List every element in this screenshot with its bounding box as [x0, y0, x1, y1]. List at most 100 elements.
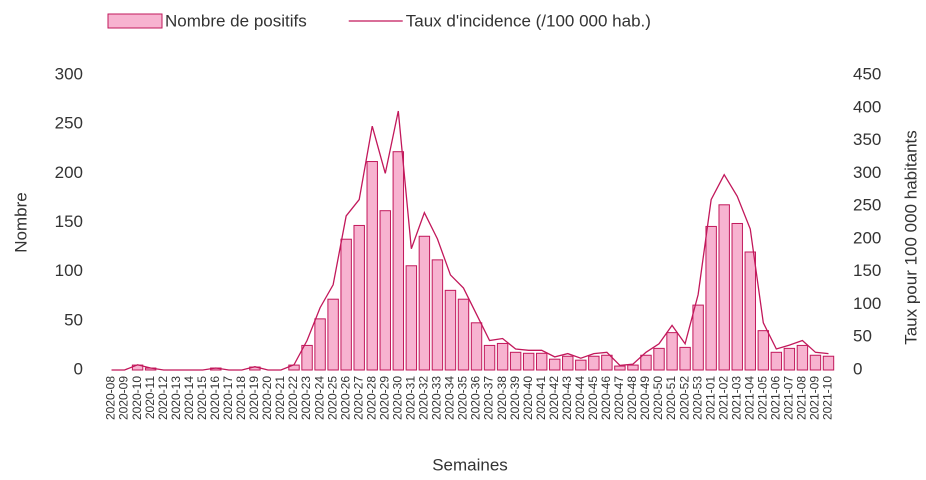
y2-tick-label: 0 [853, 359, 862, 378]
x-tick-label: 2020-46 [599, 376, 613, 420]
bar [418, 235, 431, 371]
x-tick-label: 2020-08 [104, 376, 118, 420]
x-tick-label: 2020-12 [156, 376, 170, 420]
bar [562, 355, 574, 371]
x-tick-label: 2021-07 [782, 376, 796, 420]
bar [757, 330, 770, 371]
bar [666, 332, 678, 371]
bar [327, 298, 339, 371]
x-tick-label: 2020-23 [299, 376, 313, 420]
x-tick-label: 2020-31 [404, 376, 418, 420]
x-tick-label: 2020-35 [456, 376, 470, 420]
bar [522, 352, 535, 371]
bar [731, 222, 743, 371]
bar [431, 259, 444, 371]
bar [405, 265, 418, 371]
x-tick-label: 2020-43 [560, 376, 574, 420]
x-tick-label: 2020-19 [247, 376, 261, 420]
legend-swatch [107, 13, 163, 29]
bar [627, 364, 639, 371]
bar [457, 298, 470, 371]
x-tick-label: 2020-20 [260, 376, 274, 420]
x-tick-label: 2021-02 [716, 376, 730, 420]
bar [314, 318, 326, 371]
x-tick-label: 2020-22 [286, 376, 300, 420]
bar [444, 289, 457, 371]
x-tick-label: 2021-01 [703, 376, 717, 420]
x-tick-label: 2020-18 [234, 376, 248, 420]
x-tick-label: 2020-33 [430, 376, 444, 420]
bar [483, 344, 496, 371]
bar [705, 225, 717, 371]
x-tick-label: 2021-06 [769, 376, 783, 420]
bar [640, 354, 652, 371]
x-tick-label: 2020-28 [364, 376, 378, 420]
x-tick-label: 2020-11 [143, 376, 157, 419]
x-tick-label: 2020-42 [547, 376, 561, 420]
bar [692, 304, 704, 371]
bar [796, 344, 809, 371]
bar [601, 354, 613, 371]
y2-tick-label: 250 [853, 196, 881, 215]
bar [535, 352, 548, 371]
bar [588, 355, 600, 371]
y2-tick-label: 200 [853, 228, 881, 247]
y2-tick-label: 300 [853, 163, 881, 182]
x-tick-label: 2020-10 [130, 376, 144, 420]
y2-tick-label: 350 [853, 130, 881, 149]
x-tick-label: 2020-21 [273, 376, 287, 420]
bar [653, 347, 665, 371]
y2-tick-label: 400 [853, 97, 881, 116]
x-tick-label: 2020-26 [338, 376, 352, 420]
bar [366, 161, 378, 371]
x-tick-label: 2020-30 [390, 376, 404, 420]
bar [353, 224, 365, 371]
bar [379, 210, 391, 371]
x-tick-label: 2020-48 [625, 376, 639, 420]
y-tick-label: 150 [55, 212, 83, 231]
y2-tick-label: 450 [853, 64, 881, 83]
bar [470, 322, 483, 371]
x-tick-label: 2020-34 [443, 376, 457, 420]
y2-axis-title: Taux pour 100 000 habitants [901, 130, 920, 345]
x-tick-label: 2021-03 [729, 376, 743, 420]
x-axis-title: Semaines [432, 455, 508, 474]
line [111, 110, 829, 371]
bar [679, 346, 691, 371]
y-tick-label: 250 [55, 114, 83, 133]
x-tick-label: 2021-05 [755, 376, 769, 420]
x-tick-label: 2020-44 [573, 376, 587, 420]
y2-tick-label: 50 [853, 327, 872, 346]
x-tick-label: 2020-16 [208, 376, 222, 420]
x-tick-label: 2020-13 [169, 376, 183, 420]
legend-label: Taux d'incidence (/100 000 hab.) [406, 11, 651, 30]
y-tick-label: 300 [55, 64, 83, 83]
bar [496, 342, 509, 371]
y2-tick-label: 100 [853, 294, 881, 313]
x-tick-label: 2021-04 [742, 376, 756, 420]
x-tick-label: 2020-53 [690, 376, 704, 420]
x-tick-label: 2020-39 [508, 376, 522, 420]
x-tick-label: 2020-52 [677, 376, 691, 420]
y-tick-label: 0 [74, 359, 83, 378]
bar [340, 238, 352, 371]
bar [770, 351, 783, 371]
x-tick-label: 2020-45 [586, 376, 600, 420]
y-tick-label: 50 [64, 310, 83, 329]
bar [392, 151, 405, 371]
x-tick-label: 2021-08 [795, 376, 809, 420]
x-tick-label: 2020-50 [651, 376, 665, 420]
x-tick-label: 2020-37 [482, 376, 496, 420]
x-tick-label: 2020-51 [664, 376, 678, 420]
y-axis-title: Nombre [11, 192, 30, 252]
x-tick-label: 2021-10 [821, 376, 835, 420]
bar [822, 355, 835, 371]
x-tick-label: 2020-15 [195, 376, 209, 420]
x-tick-label: 2020-32 [417, 376, 431, 420]
x-tick-label: 2020-41 [534, 376, 548, 420]
x-tick-label: 2020-27 [351, 376, 365, 420]
x-tick-label: 2020-25 [325, 376, 339, 420]
x-tick-label: 2020-29 [377, 376, 391, 420]
x-tick-label: 2020-09 [117, 376, 131, 420]
